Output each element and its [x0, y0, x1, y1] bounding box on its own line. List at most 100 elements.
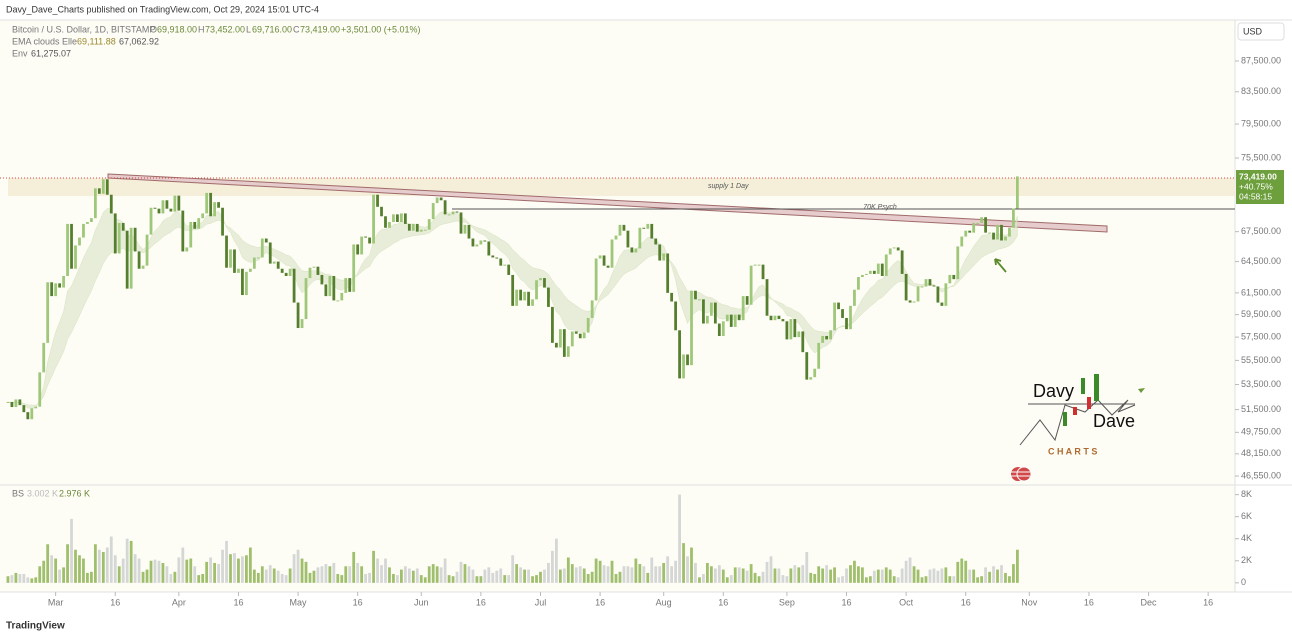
volume-name: BS [12, 488, 24, 498]
volume-bar [58, 569, 62, 583]
volume-bar [554, 538, 558, 583]
candle [491, 255, 495, 258]
volume-bar [980, 576, 984, 583]
volume-bar [896, 577, 900, 583]
volume-bar [18, 574, 22, 583]
volume-bar [443, 558, 447, 583]
candle [42, 342, 46, 373]
volume-bar [829, 569, 832, 583]
x-tick-label: 16 [1203, 597, 1213, 607]
candle [169, 208, 173, 212]
volume-bar [952, 576, 956, 583]
volume-bar [328, 566, 332, 583]
volume-bar [252, 569, 256, 583]
volume-bar [308, 572, 312, 583]
candle [809, 377, 813, 380]
candle [785, 321, 789, 340]
candle [574, 331, 578, 334]
volume-bar [594, 558, 598, 583]
x-tick-label: 16 [718, 597, 728, 607]
candle [328, 275, 332, 297]
volume-bar [551, 550, 554, 583]
candle [50, 282, 54, 297]
symbol: Bitcoin / U.S. Dollar, 1D, BITSTAMP [12, 24, 155, 34]
volume-bar [650, 557, 654, 583]
volume-bar [797, 567, 801, 583]
candle [46, 282, 50, 343]
candle [292, 268, 296, 303]
volume-bar [392, 574, 395, 583]
candle [487, 241, 491, 256]
volume-bar [785, 576, 789, 583]
candle [284, 272, 288, 276]
candle [996, 224, 999, 240]
candle [586, 317, 590, 333]
volume-bar [765, 561, 769, 583]
candle [948, 274, 952, 284]
volume-bar [376, 558, 379, 583]
volume-bar [741, 568, 745, 583]
candle [761, 264, 765, 280]
volume-bar [403, 566, 407, 583]
volume-bar [384, 558, 387, 583]
volume-bar [38, 566, 42, 583]
volume-bar [864, 577, 868, 583]
candle [900, 250, 904, 274]
candle [26, 412, 30, 420]
volume-bar [157, 560, 161, 583]
candle [912, 301, 916, 303]
volume-bar [606, 566, 610, 583]
volume-bar [503, 575, 507, 583]
volume-bar [884, 567, 888, 583]
candle [706, 315, 709, 324]
candle [30, 408, 34, 420]
candle [654, 238, 658, 245]
volume-bar [618, 571, 622, 583]
y-tick-label: 61,500.00 [1241, 287, 1281, 297]
y-tick-label: 48,150.00 [1241, 448, 1281, 458]
volume-bar [984, 567, 987, 583]
volume-bar [1008, 576, 1011, 583]
candle [606, 265, 610, 268]
candle [229, 249, 232, 268]
candle [737, 314, 741, 321]
volume-bar [960, 558, 964, 583]
candle [797, 331, 801, 338]
candle [245, 271, 248, 296]
candles [6, 176, 1019, 420]
candle [117, 222, 121, 254]
candle [256, 257, 260, 259]
candle [833, 302, 836, 331]
volume-bar [900, 568, 904, 583]
env-value: 61,275.07 [31, 48, 71, 58]
volume-bar [280, 574, 284, 583]
candle [471, 238, 475, 247]
candle [447, 214, 451, 216]
candle [312, 266, 316, 268]
candle [678, 330, 681, 379]
volume-bar [527, 569, 530, 583]
candle [765, 279, 769, 316]
volume-bar [292, 554, 296, 583]
currency-button[interactable] [1237, 22, 1285, 41]
volume-bar [749, 564, 753, 583]
volume-bar [82, 558, 85, 583]
candle [356, 244, 360, 255]
currency[interactable]: USD [1243, 26, 1263, 36]
candle [702, 299, 705, 324]
volume-bar [535, 575, 538, 583]
flag-icon [1010, 466, 1032, 482]
open: 69,918.00 [157, 24, 197, 34]
x-tick-label: Jun [414, 597, 429, 607]
price-tag [1236, 170, 1284, 204]
candle [268, 242, 272, 264]
candle [976, 222, 980, 224]
volume-bar [507, 575, 511, 583]
volume-bar [324, 564, 328, 583]
candle [372, 194, 375, 244]
volume-bar [781, 575, 785, 583]
candle [511, 274, 515, 306]
candle [821, 335, 825, 343]
candle [495, 257, 499, 259]
candle [225, 235, 228, 268]
